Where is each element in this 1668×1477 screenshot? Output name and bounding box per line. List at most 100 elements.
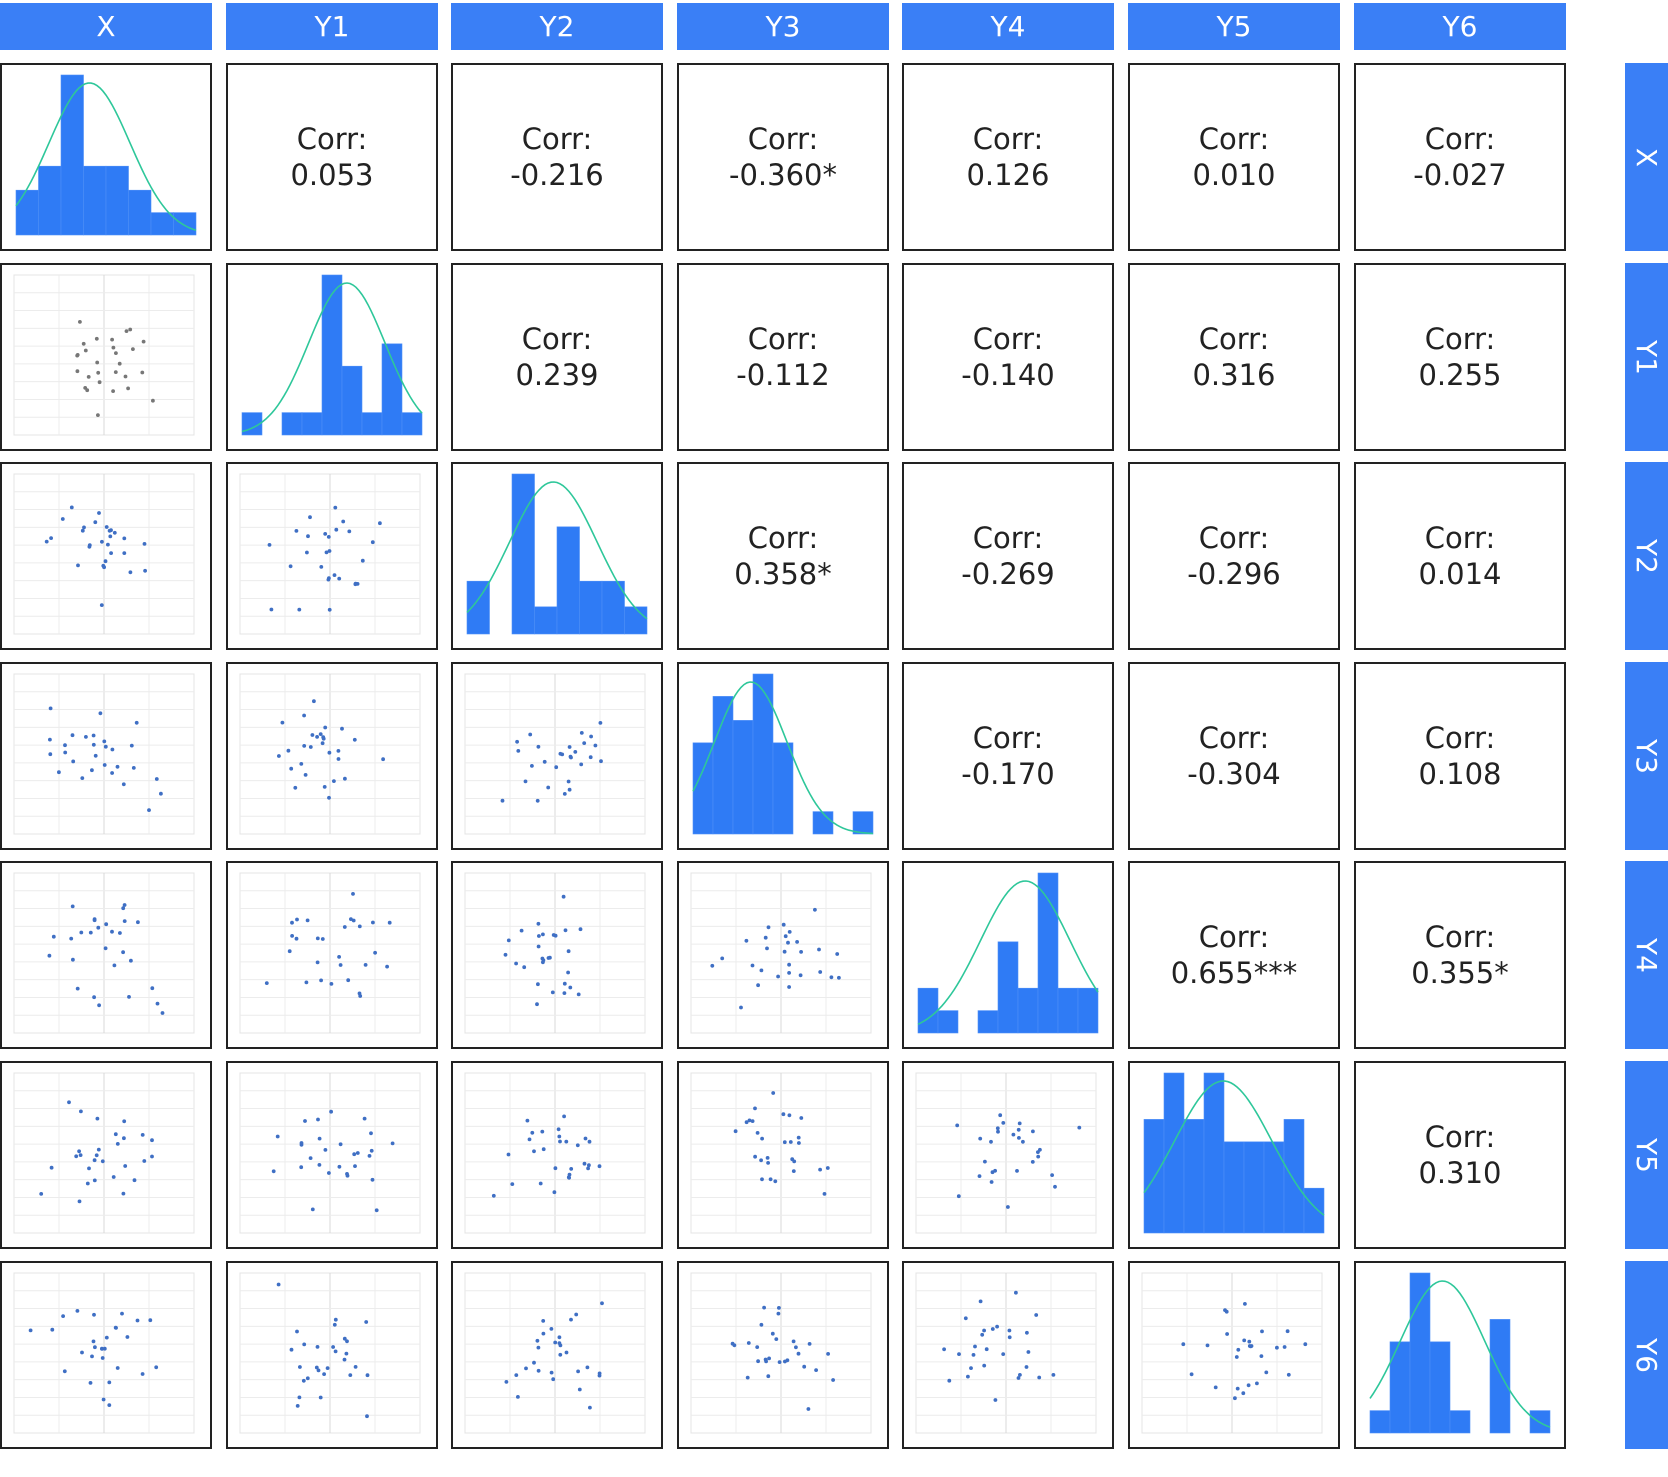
scatter-plot: [13, 274, 195, 436]
scatter-point: [1007, 1328, 1012, 1333]
scatter-y2-x: [0, 462, 212, 650]
scatter-point: [567, 787, 572, 792]
scatter-point: [563, 928, 568, 933]
scatter-plot: [239, 473, 421, 635]
scatter-point: [536, 944, 541, 949]
scatter-point: [1224, 1309, 1229, 1314]
scatter-point: [332, 779, 336, 783]
scatter-point: [48, 752, 53, 757]
scatter-point: [777, 1360, 782, 1364]
scatter-point: [326, 535, 331, 539]
scatter-point: [990, 1170, 995, 1175]
scatter-point: [514, 1373, 519, 1377]
scatter-point: [287, 949, 292, 954]
corr-label: Corr:: [1424, 322, 1496, 356]
scatter-point: [817, 947, 821, 952]
scatter-point: [537, 934, 541, 938]
histogram-bar: [361, 412, 383, 436]
scatter-point: [1051, 1373, 1056, 1377]
scatter-point: [88, 1381, 93, 1385]
scatter-point: [102, 1346, 107, 1351]
scatter-point: [122, 551, 127, 555]
scatter-point: [989, 1180, 994, 1184]
scatter-point: [320, 741, 325, 746]
scatter-point: [102, 565, 106, 570]
scatter-point: [62, 1369, 67, 1374]
scatter-point: [1016, 1127, 1021, 1132]
scatter-point: [753, 1106, 757, 1111]
scatter-point: [542, 759, 547, 764]
scatter-point: [556, 1127, 561, 1132]
scatter-point: [108, 534, 113, 539]
scatter-point: [1286, 1372, 1291, 1377]
scatter-point: [744, 1120, 749, 1125]
scatter-point: [799, 950, 803, 954]
scatter-point: [587, 1139, 592, 1144]
scatter-point: [763, 935, 768, 940]
scatter-plot: [239, 1072, 421, 1234]
scatter-point: [315, 936, 320, 941]
scatter-point: [786, 940, 790, 945]
scatter-y4-y2: [451, 861, 663, 1049]
scatter-point: [303, 773, 308, 777]
corr-cell-y3-y4: Corr: -0.170: [902, 662, 1114, 850]
scatter-point: [814, 1368, 818, 1372]
histogram-bar: [301, 412, 323, 436]
scatter-point: [598, 721, 603, 725]
scatter-point: [337, 955, 341, 959]
scatter-point: [1241, 1391, 1246, 1396]
scatter-point: [566, 949, 571, 954]
scatter-point: [80, 1350, 84, 1355]
scatter-point: [85, 1181, 90, 1186]
scatter-point: [113, 1325, 118, 1330]
scatter-point: [573, 750, 578, 754]
scatter-point: [1259, 1354, 1264, 1358]
scatter-point: [323, 532, 328, 536]
scatter-point: [100, 1159, 105, 1164]
scatter-point: [134, 720, 139, 725]
histogram-bar: [692, 742, 714, 835]
scatter-point: [129, 743, 134, 748]
density-curve: [1143, 1080, 1325, 1216]
scatter-point: [597, 1373, 602, 1378]
scatter-point: [92, 1178, 97, 1183]
scatter-point: [546, 956, 551, 960]
scatter-point: [136, 920, 140, 925]
scatter-point: [308, 745, 313, 749]
scatter-point: [90, 1354, 94, 1359]
scatter-point: [378, 521, 382, 526]
histogram-plot: [917, 872, 1099, 1034]
scatter-point: [768, 1177, 773, 1182]
scatter-point: [1036, 1150, 1040, 1154]
scatter-plot: [915, 1272, 1097, 1434]
scatter-point: [540, 1129, 545, 1134]
scatter-point: [321, 736, 326, 741]
scatter-plot: [464, 673, 646, 835]
scatter-point: [302, 1342, 307, 1347]
scatter-point: [353, 1164, 357, 1168]
scatter-point: [315, 735, 319, 739]
scatter-point: [369, 1148, 374, 1153]
scatter-point: [88, 930, 93, 935]
scatter-point: [324, 550, 329, 555]
scatter-point: [558, 1352, 563, 1357]
scatter-point: [1037, 1375, 1042, 1380]
corr-cell-y2-y6: Corr: 0.014: [1354, 462, 1566, 650]
scatter-point: [124, 329, 129, 333]
scatter-point: [536, 982, 540, 987]
scatter-point: [1001, 1121, 1006, 1125]
histogram-bar: [1243, 1141, 1265, 1234]
scatter-point: [112, 530, 117, 535]
scatter-point: [562, 1114, 566, 1119]
scatter-point: [114, 351, 118, 355]
corr-value: 0.355*: [1411, 956, 1509, 990]
scatter-point: [370, 540, 375, 545]
scatter-point: [1021, 1139, 1025, 1144]
scatter-point: [587, 1163, 591, 1168]
scatter-point: [552, 1190, 557, 1195]
scatter-y6-y4: [902, 1261, 1114, 1449]
scatter-point: [126, 386, 130, 391]
scatter-point: [597, 1164, 602, 1169]
scatter-point: [342, 925, 347, 929]
scatter-point: [111, 389, 115, 393]
